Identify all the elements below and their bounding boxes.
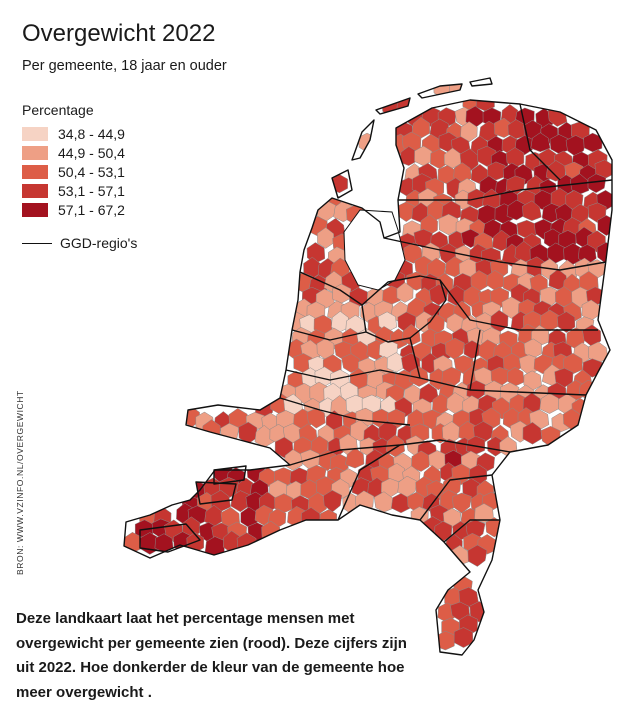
municipality-cell [453, 627, 474, 648]
municipality-cell [396, 282, 414, 303]
legend-boundary-label: GGD-regio's [60, 235, 138, 251]
ggd-boundary-line [469, 329, 481, 391]
municipality-cell [403, 242, 423, 264]
ggd-boundary-line [291, 329, 367, 341]
land-outline [331, 169, 353, 199]
ggd-boundary-line [419, 474, 493, 521]
municipality-cell [460, 121, 478, 143]
ggd-boundary-line [383, 237, 607, 271]
legend-item: 34,8 - 44,9 [22, 124, 137, 143]
legend-swatch [22, 183, 48, 198]
legend: Percentage 34,8 - 44,9 44,9 - 50,4 50,4 … [22, 102, 137, 251]
municipality-cell [597, 215, 612, 236]
legend-item: 44,9 - 50,4 [22, 143, 137, 162]
municipality-cell [548, 268, 568, 290]
ggd-boundary-line [439, 279, 598, 331]
municipality-cell [319, 509, 337, 530]
land-outline [351, 119, 375, 161]
legend-label: 50,4 - 53,1 [58, 163, 125, 180]
municipality-cell [341, 353, 360, 373]
municipality-cell [530, 132, 551, 153]
ggd-boundary-line [337, 444, 401, 521]
ggd-boundary-line [443, 519, 500, 543]
legend-label: 34,8 - 44,9 [58, 125, 125, 142]
municipality-cell [482, 219, 502, 239]
land-outline [139, 523, 201, 553]
municipality-cell [449, 78, 469, 98]
municipality-cell [452, 492, 472, 514]
legend-label: 57,1 - 67,2 [58, 201, 125, 218]
legend-item: 50,4 - 53,1 [22, 162, 137, 181]
municipality-cell [467, 544, 488, 567]
ggd-boundary-line [299, 271, 363, 306]
municipality-cell [306, 407, 326, 429]
legend-item: 53,1 - 57,1 [22, 181, 137, 200]
land-outline [469, 77, 493, 87]
municipality-cell [539, 393, 560, 414]
legend-swatch [22, 126, 48, 141]
legend-label: 44,9 - 50,4 [58, 144, 125, 161]
land-outline [123, 99, 613, 656]
legend-ggd-boundary: GGD-regio's [22, 235, 137, 251]
municipality-cell [429, 284, 449, 306]
ggd-boundary-line [519, 103, 561, 181]
municipality-cell [345, 447, 365, 469]
municipality-cell [501, 296, 521, 319]
legend-title: Percentage [22, 102, 94, 118]
map-title: Overgewicht 2022 [22, 20, 216, 47]
legend-label: 53,1 - 57,1 [58, 182, 125, 199]
source-credit: BRON: WWW.VZINFO.NL/OVERGEWICHT [15, 390, 25, 575]
boundary-line-sample [22, 242, 52, 244]
municipality-cell [317, 227, 335, 249]
municipality-cell [522, 422, 543, 445]
municipality-cell [522, 200, 542, 221]
ggd-boundary-line [285, 369, 587, 396]
municipality-cell [474, 503, 494, 523]
legend-item: 57,1 - 67,2 [22, 200, 137, 219]
ggd-boundary-line [409, 337, 421, 379]
legend-swatch [22, 164, 48, 179]
land-outline [417, 83, 463, 99]
municipality-cell [396, 94, 417, 116]
land-outline [195, 481, 237, 505]
land-outline [375, 97, 411, 115]
ggd-region-boundaries [123, 77, 613, 656]
legend-swatch [22, 145, 48, 160]
legend-swatch [22, 202, 48, 217]
municipality-cell [438, 213, 459, 236]
municipality-layer [124, 78, 612, 651]
land-outline [361, 275, 447, 343]
map-subtitle: Per gemeente, 18 jaar en ouder [22, 58, 227, 74]
municipality-cell [557, 311, 576, 333]
municipality-cell [487, 161, 506, 181]
ggd-boundary-line [279, 397, 411, 426]
municipality-cell [587, 173, 607, 193]
land-outline [213, 465, 247, 485]
ijsselmeer-water [343, 209, 406, 291]
ggd-boundary-line [398, 179, 613, 201]
caption-text: Deze landkaart laat het percentage mense… [16, 610, 407, 701]
